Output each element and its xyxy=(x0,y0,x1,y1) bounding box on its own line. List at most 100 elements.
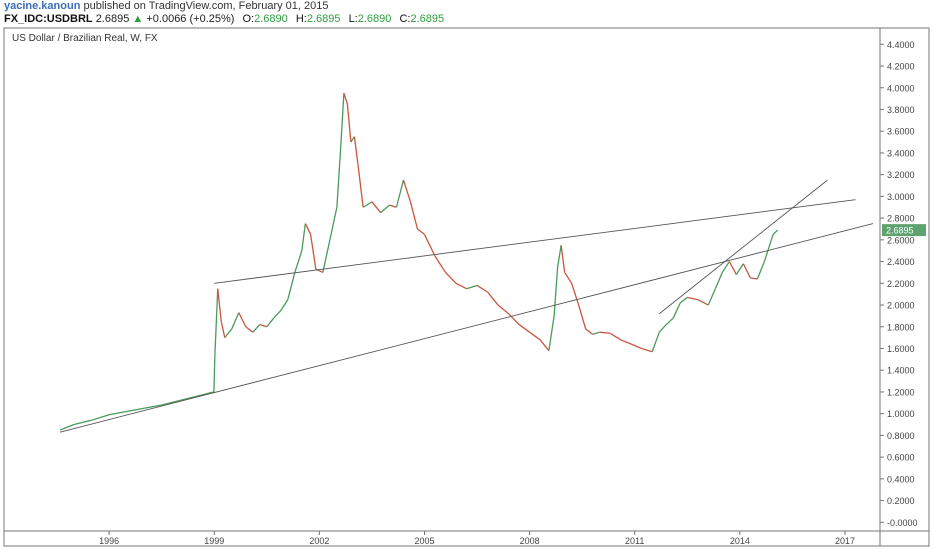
price-segment xyxy=(144,404,162,409)
chart-header: yacine.kanoun published on TradingView.c… xyxy=(0,0,932,26)
x-tick-label: 1999 xyxy=(204,536,224,546)
symbol-name[interactable]: FX_IDC:USDBRL xyxy=(4,13,93,25)
y-tick-label: 0.4000 xyxy=(887,474,915,484)
plot-area xyxy=(59,92,874,433)
price-segment xyxy=(245,326,254,333)
time-axis: 1996 1999 2002 2005 2008 2011 2014 2017 xyxy=(99,531,855,546)
price-segment xyxy=(687,296,698,301)
price-segment xyxy=(126,407,145,413)
price-segment xyxy=(553,266,559,316)
y-tick-label: 0.6000 xyxy=(887,453,915,463)
price-segment xyxy=(578,304,587,330)
price-segment xyxy=(423,234,436,257)
price-segment xyxy=(651,331,660,352)
price-segment xyxy=(220,321,226,338)
y-tick-label: 4.0000 xyxy=(887,83,915,93)
y-tick-label: 0.2000 xyxy=(887,496,915,506)
price-segment xyxy=(455,282,467,290)
price-segment xyxy=(179,395,197,402)
price-segment xyxy=(548,315,555,351)
author-link[interactable]: yacine.kanoun xyxy=(4,0,81,12)
price-segment xyxy=(679,296,688,304)
price-segment xyxy=(213,353,216,392)
price-segment xyxy=(772,229,779,235)
chart-frame xyxy=(3,27,930,547)
price-segment xyxy=(609,332,622,341)
price-segment xyxy=(161,400,180,406)
price-segment xyxy=(252,324,261,333)
price-segment xyxy=(476,284,488,293)
high-value: 2.6895 xyxy=(306,13,341,25)
x-tick-label: 2014 xyxy=(730,536,750,546)
open-value: 2.6890 xyxy=(254,13,288,25)
price-segment xyxy=(417,228,425,235)
price-segment xyxy=(353,136,359,164)
trendline xyxy=(658,179,828,315)
quote-line: FX_IDC:USDBRL 2.6895 ▲ +0.0066 (+0.25%) … xyxy=(4,13,444,25)
price-segment xyxy=(224,328,233,339)
price-segment xyxy=(529,331,541,341)
y-tick-label: 4.4000 xyxy=(887,40,915,50)
price-segment xyxy=(294,250,303,273)
price-segment xyxy=(238,312,247,328)
trendline xyxy=(59,223,874,433)
x-tick-label: 2002 xyxy=(309,536,329,546)
x-tick-label: 2011 xyxy=(625,536,644,546)
y-tick-label: 4.2000 xyxy=(887,62,915,72)
price-segment xyxy=(556,245,562,268)
price-segment xyxy=(395,179,405,208)
price-segment xyxy=(630,343,642,350)
price-change: +0.0066 (+0.25%) xyxy=(146,13,235,25)
price-segment xyxy=(560,245,566,273)
y-tick-label: 1.0000 xyxy=(887,409,915,419)
low-label: L: xyxy=(348,13,358,25)
price-segment xyxy=(301,223,306,251)
price-segment xyxy=(280,299,289,311)
price-segment xyxy=(672,302,681,319)
up-arrow-icon: ▲ xyxy=(132,13,144,25)
price-segment xyxy=(592,331,600,335)
price-segment xyxy=(735,263,744,275)
price-segment xyxy=(196,391,215,397)
price-segment xyxy=(343,92,349,105)
price-segment xyxy=(73,419,92,426)
price-segment xyxy=(599,331,611,334)
price-tag-box xyxy=(882,224,926,237)
publish-line: yacine.kanoun published on TradingView.c… xyxy=(4,0,329,12)
trendline xyxy=(214,199,856,284)
price-segment xyxy=(707,288,716,306)
y-tick-label: 1.4000 xyxy=(887,366,915,376)
price-segment xyxy=(658,324,667,333)
price-segment xyxy=(721,261,730,273)
price-segment xyxy=(763,245,771,262)
price-segment xyxy=(750,277,758,280)
price-segment xyxy=(389,204,397,208)
high-label: H: xyxy=(295,13,307,25)
price-segment xyxy=(109,410,127,416)
close-value: 2.6895 xyxy=(410,13,445,25)
price-segment xyxy=(346,103,352,143)
y-tick-label: 2.4000 xyxy=(887,257,915,267)
y-tick-label: 3.2000 xyxy=(887,170,915,180)
price-segment xyxy=(539,339,550,352)
x-tick-label: 2008 xyxy=(520,536,540,546)
price-segment xyxy=(620,339,632,345)
price-segment xyxy=(697,299,709,306)
price-segment xyxy=(304,223,312,235)
y-tick-label: 1.6000 xyxy=(887,344,915,354)
last-price-tag: 2.6895 xyxy=(882,224,926,237)
price-segment xyxy=(217,288,222,322)
open-label: O: xyxy=(242,13,255,25)
price-segment xyxy=(259,323,267,328)
low-value: 2.6890 xyxy=(357,13,392,25)
publish-info: published on TradingView.com, February 0… xyxy=(83,0,329,12)
price-segment xyxy=(231,312,240,330)
close-label: C: xyxy=(399,13,411,25)
y-tick-label: 2.2000 xyxy=(887,279,915,289)
price-segment xyxy=(287,272,296,300)
price-segment xyxy=(728,261,737,275)
price-segment xyxy=(339,93,345,153)
y-tick-label: -0.0000 xyxy=(887,518,918,528)
chart-title: US Dollar / Brazilian Real, W, FX xyxy=(12,33,158,44)
